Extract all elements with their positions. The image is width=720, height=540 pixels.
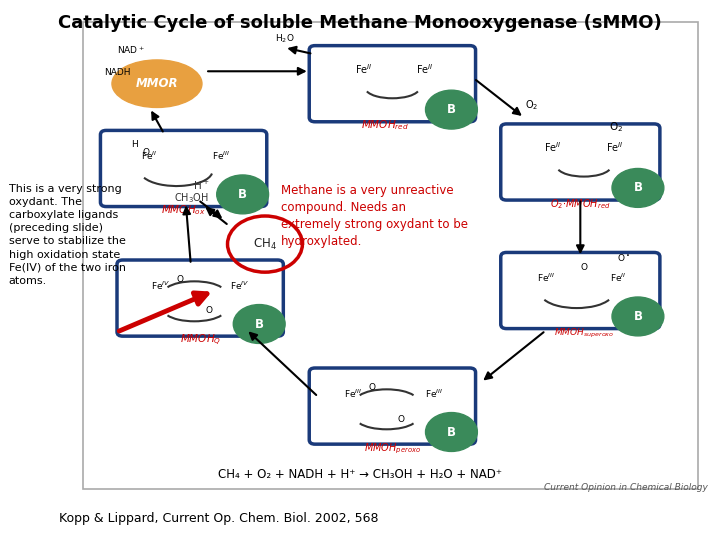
- Circle shape: [426, 413, 477, 451]
- Text: O: O: [205, 306, 212, 315]
- Text: Fe$^{II}$: Fe$^{II}$: [606, 140, 624, 154]
- FancyBboxPatch shape: [310, 368, 476, 444]
- FancyBboxPatch shape: [117, 260, 284, 336]
- Text: O$_2$: O$_2$: [525, 98, 538, 112]
- Text: B: B: [238, 188, 247, 201]
- Text: Fe$^{IV}$: Fe$^{IV}$: [230, 280, 249, 292]
- Text: Fe$^{III}$: Fe$^{III}$: [425, 388, 444, 400]
- Text: O: O: [176, 275, 184, 284]
- FancyBboxPatch shape: [501, 124, 660, 200]
- Text: Fe$^{III}$: Fe$^{III}$: [212, 150, 230, 163]
- Text: This is a very strong
oxydant. The
carboxylate ligands
(preceding slide)
serve t: This is a very strong oxydant. The carbo…: [9, 184, 126, 286]
- Text: H$^+$: H$^+$: [193, 179, 210, 192]
- Text: NADH: NADH: [104, 68, 130, 77]
- FancyBboxPatch shape: [101, 131, 266, 206]
- Text: CH$_3$OH: CH$_3$OH: [174, 191, 210, 205]
- Text: O: O: [580, 263, 588, 272]
- Circle shape: [233, 305, 285, 343]
- Circle shape: [426, 90, 477, 129]
- Text: $MMOH_{ox}$: $MMOH_{ox}$: [161, 203, 206, 217]
- Text: $O_2{\cdot}MMOH_{red}$: $O_2{\cdot}MMOH_{red}$: [550, 197, 611, 211]
- Text: Fe$^{II}$: Fe$^{II}$: [610, 272, 626, 285]
- Text: CH₄ + O₂ + NADH + H⁺ → CH₃OH + H₂O + NAD⁺: CH₄ + O₂ + NADH + H⁺ → CH₃OH + H₂O + NAD…: [218, 468, 502, 481]
- FancyBboxPatch shape: [501, 252, 660, 328]
- FancyBboxPatch shape: [310, 45, 476, 122]
- Text: MMOR: MMOR: [135, 77, 179, 90]
- Text: H: H: [131, 140, 138, 149]
- Text: Catalytic Cycle of soluble Methane Monooxygenase (sMMO): Catalytic Cycle of soluble Methane Monoo…: [58, 14, 662, 31]
- Text: CH$_4$: CH$_4$: [253, 237, 277, 252]
- Circle shape: [612, 168, 664, 207]
- Text: NAD$^+$: NAD$^+$: [117, 44, 145, 56]
- Text: Fe$^{II}$: Fe$^{II}$: [544, 140, 562, 154]
- Text: B: B: [447, 426, 456, 438]
- Text: O$^\bullet$: O$^\bullet$: [617, 252, 630, 263]
- Text: Kopp & Lippard, Current Op. Chem. Biol. 2002, 568: Kopp & Lippard, Current Op. Chem. Biol. …: [59, 512, 379, 525]
- Text: O: O: [369, 383, 376, 392]
- Text: Current Opinion in Chemical Biology: Current Opinion in Chemical Biology: [544, 483, 708, 492]
- Text: Fe$^{II}$: Fe$^{II}$: [416, 62, 433, 76]
- Text: O: O: [397, 415, 405, 424]
- Text: O: O: [143, 148, 150, 157]
- Text: Fe$^{III}$: Fe$^{III}$: [343, 388, 362, 400]
- Circle shape: [217, 175, 269, 214]
- Text: Fe$^{III}$: Fe$^{III}$: [536, 272, 555, 285]
- Text: B: B: [255, 318, 264, 330]
- Text: Fe$^{II}$: Fe$^{II}$: [355, 62, 372, 76]
- Text: $MMOH_Q$: $MMOH_Q$: [179, 333, 221, 348]
- Text: B: B: [634, 181, 642, 194]
- Text: O$_2$: O$_2$: [609, 120, 624, 134]
- Text: B: B: [447, 103, 456, 116]
- Text: Fe$^{II}$: Fe$^{II}$: [141, 150, 157, 163]
- Text: H$_2$O: H$_2$O: [274, 32, 294, 44]
- Text: $MMOH_{peroxo}$: $MMOH_{peroxo}$: [364, 441, 421, 456]
- Ellipse shape: [112, 60, 202, 107]
- Text: Methane is a very unreactive
compound. Needs an
extremely strong oxydant to be
h: Methane is a very unreactive compound. N…: [281, 184, 468, 248]
- Text: $MMOH_{red}$: $MMOH_{red}$: [361, 118, 409, 132]
- FancyBboxPatch shape: [83, 22, 698, 489]
- Text: B: B: [634, 310, 642, 323]
- Text: $MMOH_{superoxo}$: $MMOH_{superoxo}$: [554, 327, 614, 340]
- Text: Fe$^{IV}$: Fe$^{IV}$: [151, 280, 170, 292]
- Circle shape: [612, 297, 664, 336]
